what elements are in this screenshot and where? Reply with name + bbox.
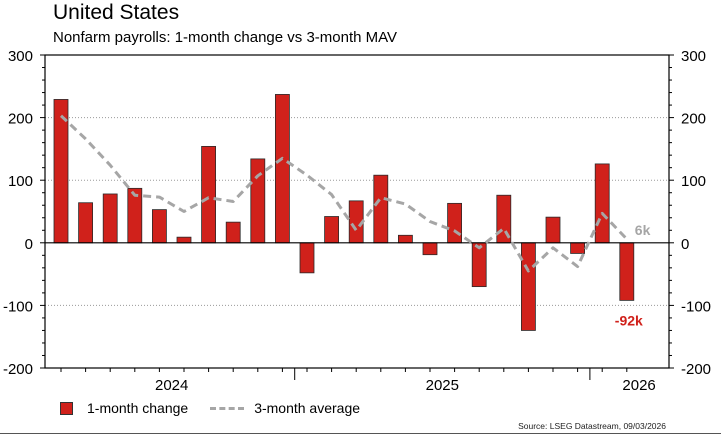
- y-tick-label-left: 200: [8, 111, 33, 128]
- y-tick-label-left: 100: [8, 173, 33, 190]
- annotation-minus-92k: -92k: [615, 312, 643, 328]
- x-year-label: 2024: [155, 377, 188, 394]
- y-tick-label-right: 200: [681, 111, 706, 128]
- legend-line-label: 3-month average: [254, 400, 361, 416]
- bar: [373, 174, 389, 244]
- bar: [250, 158, 266, 244]
- y-tick-label-left: 300: [8, 48, 33, 65]
- y-tick-label-right: -200: [681, 361, 711, 378]
- bar: [299, 242, 315, 274]
- bar: [447, 202, 463, 244]
- bar: [225, 221, 241, 244]
- y-tick-label-right: 300: [681, 48, 706, 65]
- x-year-label: 2025: [426, 377, 459, 394]
- bar: [619, 242, 635, 301]
- bar: [397, 234, 413, 244]
- y-tick-label-left: 0: [25, 236, 33, 253]
- legend: 1-month change 3-month average: [60, 400, 360, 416]
- bar: [176, 236, 192, 244]
- bar: [274, 94, 290, 244]
- legend-line-swatch: [210, 406, 245, 410]
- bar: [324, 216, 340, 244]
- chart-canvas: -200 -200 -100 -100 0 0 100 100 200 200 300 300 2024…: [3, 48, 711, 394]
- annotation-6k: 6k: [635, 222, 651, 238]
- bar: [151, 209, 167, 244]
- bar: [521, 242, 536, 331]
- chart-subtitle: Nonfarm payrolls: 1-month change vs 3-mo…: [53, 29, 398, 46]
- bar: [545, 216, 561, 244]
- bar: [594, 163, 610, 244]
- bar: [570, 242, 585, 254]
- y-tick-label-right: -100: [681, 298, 711, 315]
- y-tick-label-left: -100: [3, 298, 33, 315]
- plot-frame: [44, 54, 670, 369]
- bar: [102, 193, 118, 244]
- series-line-3-month-average: [59, 114, 628, 273]
- chart-title: United States: [53, 1, 180, 24]
- bottom-divider: [0, 433, 721, 434]
- bar: [471, 242, 487, 288]
- y-tick-label-right: 100: [681, 173, 706, 190]
- legend-bar-swatch: [60, 401, 73, 415]
- x-year-label: 2026: [622, 377, 655, 394]
- y-tick-label-left: -200: [3, 361, 33, 378]
- bar: [201, 145, 217, 244]
- bar: [422, 242, 438, 256]
- bar: [78, 202, 93, 244]
- source-note: Source: LSEG Datastream, 09/03/2026: [518, 421, 666, 431]
- legend-bar-label: 1-month change: [87, 400, 189, 416]
- y-tick-label-right: 0: [681, 236, 689, 253]
